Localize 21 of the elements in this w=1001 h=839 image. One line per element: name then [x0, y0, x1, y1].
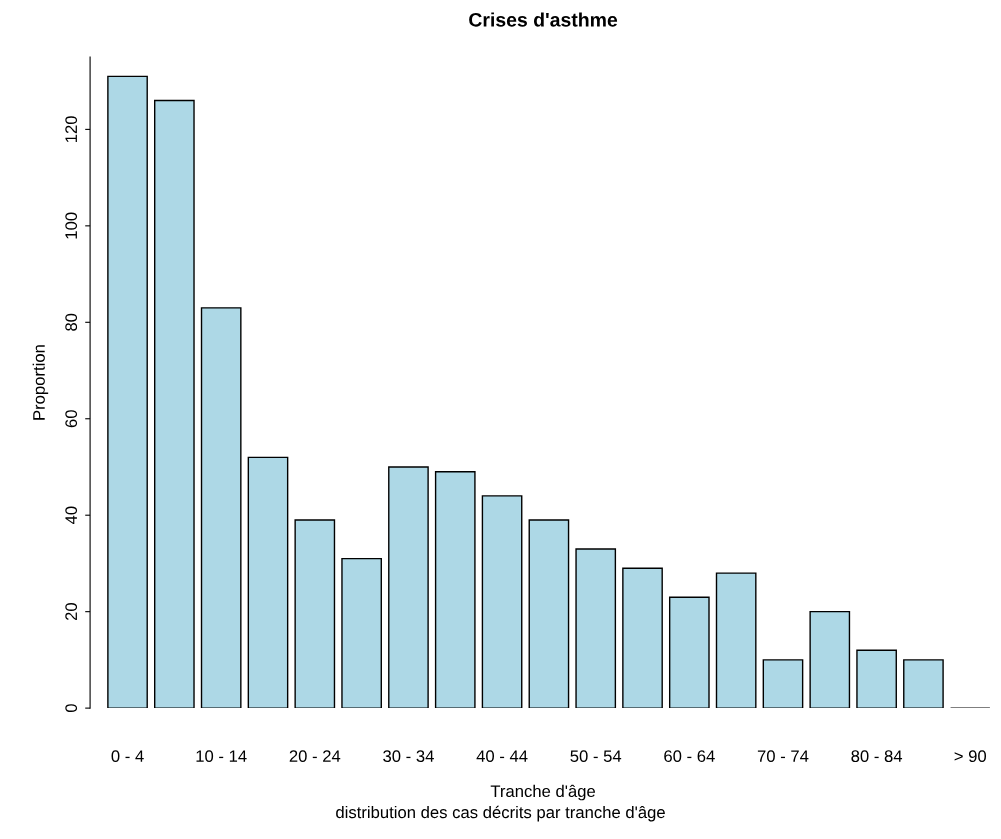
y-tick-label: 40 [65, 506, 78, 525]
x-tick-label: 0 - 4 [111, 750, 144, 763]
x-tick-label: 10 - 14 [196, 750, 247, 763]
x-tick-label: 20 - 24 [289, 750, 341, 763]
text: distribution des cas décrits par tranche d'âge [336, 805, 665, 822]
x-tick-label: 60 - 64 [664, 750, 715, 763]
y-tick-label: 60 [65, 410, 78, 428]
chart-title: Crises d'asthme [469, 12, 618, 27]
x-axis-title: Tranche d'âge [490, 784, 596, 801]
y-tick-label: 120 [65, 116, 78, 143]
x-tick-label: 40 - 44 [476, 750, 528, 763]
y-tick-label: 100 [65, 212, 78, 239]
x-tick-label: 70 - 74 [757, 750, 809, 763]
x-tick-label: 50 - 54 [570, 750, 622, 763]
x-tick-label: 80 - 84 [851, 750, 903, 763]
x-tick-label: 30 - 34 [383, 750, 434, 763]
y-tick-label: 0 [65, 704, 78, 713]
y-tick-label: 20 [65, 603, 78, 621]
x-tick-label: > 90 [954, 750, 987, 763]
y-axis-title: Proportion [32, 345, 49, 420]
y-tick-label: 80 [65, 313, 78, 331]
